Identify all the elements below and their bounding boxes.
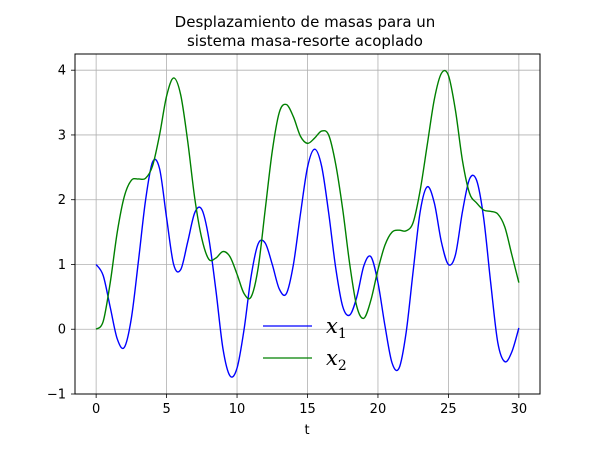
y-tick-label: 3 bbox=[58, 128, 66, 143]
chart-title-line-1: Desplazamiento de masas para un bbox=[175, 13, 436, 31]
ticks: 0 5 10 15 20 25 30 −1 0 1 2 3 4 bbox=[47, 64, 527, 417]
x-tick-label: 10 bbox=[229, 402, 246, 417]
y-tick-label: 2 bbox=[58, 193, 66, 208]
x-tick-label: 0 bbox=[92, 402, 100, 417]
y-tick-label: 0 bbox=[58, 323, 66, 338]
x-tick-label: 5 bbox=[162, 402, 170, 417]
legend: x1 x2 bbox=[263, 314, 347, 374]
legend-label-x2: x2 bbox=[326, 346, 347, 374]
chart-title-line-2: sistema masa-resorte acoplado bbox=[187, 32, 423, 50]
legend-label-x1-base: x bbox=[326, 314, 338, 338]
x-axis-label: t bbox=[304, 423, 309, 438]
legend-label-x1: x1 bbox=[326, 314, 347, 342]
x-tick-label: 25 bbox=[440, 402, 457, 417]
series-line-x2 bbox=[95, 69, 520, 330]
legend-label-x1-sub: 1 bbox=[338, 326, 347, 342]
legend-label-x2-sub: 2 bbox=[338, 358, 347, 374]
x-tick-label: 20 bbox=[370, 402, 387, 417]
x-tick-label: 15 bbox=[299, 402, 316, 417]
legend-label-x2-base: x bbox=[326, 346, 338, 370]
series-group bbox=[95, 69, 520, 378]
series-line-x1 bbox=[95, 148, 520, 378]
y-tick-label: 1 bbox=[58, 258, 66, 273]
y-tick-label: −1 bbox=[47, 388, 66, 403]
x-tick-label: 30 bbox=[511, 402, 528, 417]
y-tick-label: 4 bbox=[58, 64, 66, 79]
